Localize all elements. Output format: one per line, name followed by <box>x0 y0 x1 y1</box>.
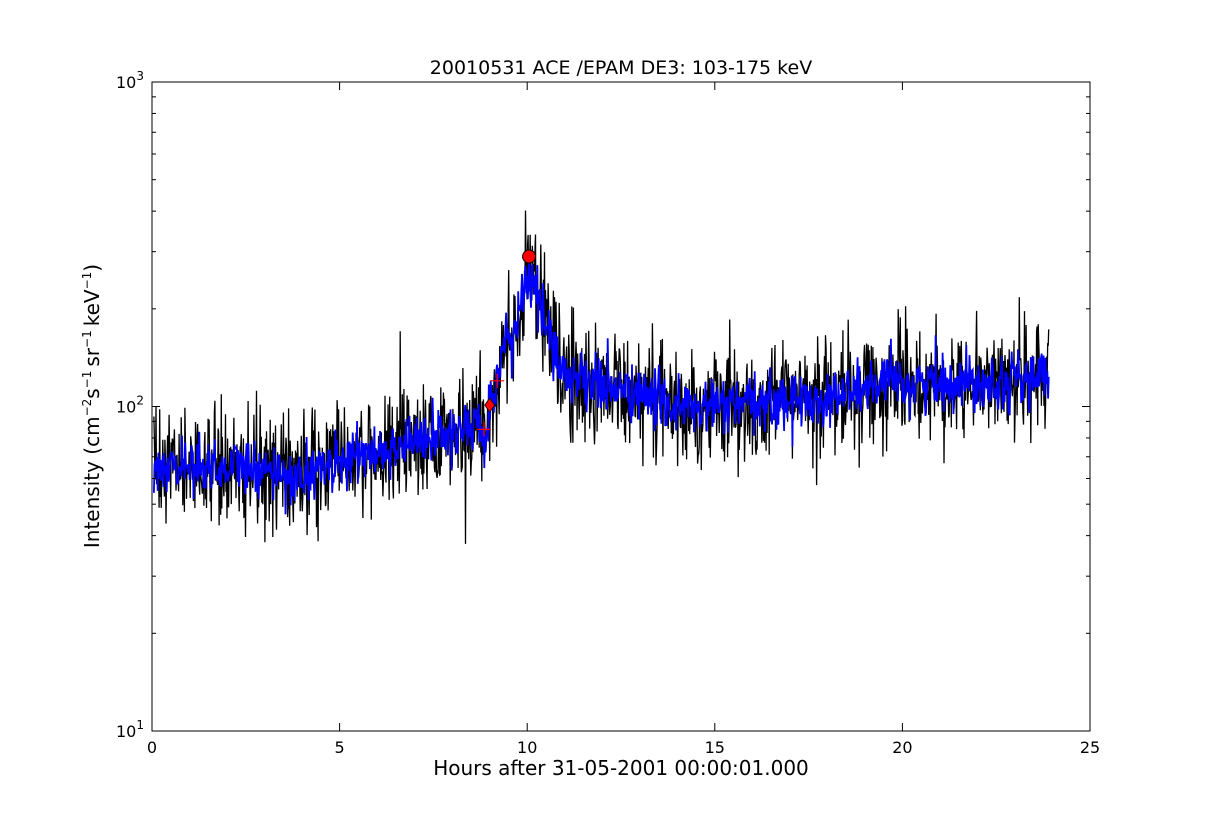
y-axis-label: Intensity (cm−2s−1sr−1keV−1) <box>80 264 104 548</box>
plot-data <box>153 210 1050 544</box>
x-tick-label: 0 <box>147 738 157 757</box>
onset-marker <box>484 397 496 413</box>
event-markers <box>477 249 537 437</box>
y-axis: 101 102 103 <box>116 69 1090 741</box>
y-tick-label: 101 <box>116 718 144 741</box>
y-tick-label: 102 <box>116 394 144 417</box>
x-axis-label: Hours after 31-05-2001 00:00:01.000 <box>433 756 809 780</box>
plus-marker <box>477 422 492 437</box>
smoothed-intensity-series <box>153 260 1050 515</box>
x-tick-label: 20 <box>892 738 912 757</box>
x-tick-label: 25 <box>1080 738 1100 757</box>
y-tick-label: 103 <box>116 69 144 92</box>
x-tick-label: 15 <box>705 738 725 757</box>
plus-marker <box>490 373 505 388</box>
x-tick-label: 5 <box>335 738 345 757</box>
x-axis: 0 5 10 15 20 25 <box>147 82 1100 757</box>
chart-title: 20010531 ACE /EPAM DE3: 103-175 keV <box>430 57 812 79</box>
x-tick-label: 10 <box>517 738 537 757</box>
peak-marker <box>522 249 537 264</box>
